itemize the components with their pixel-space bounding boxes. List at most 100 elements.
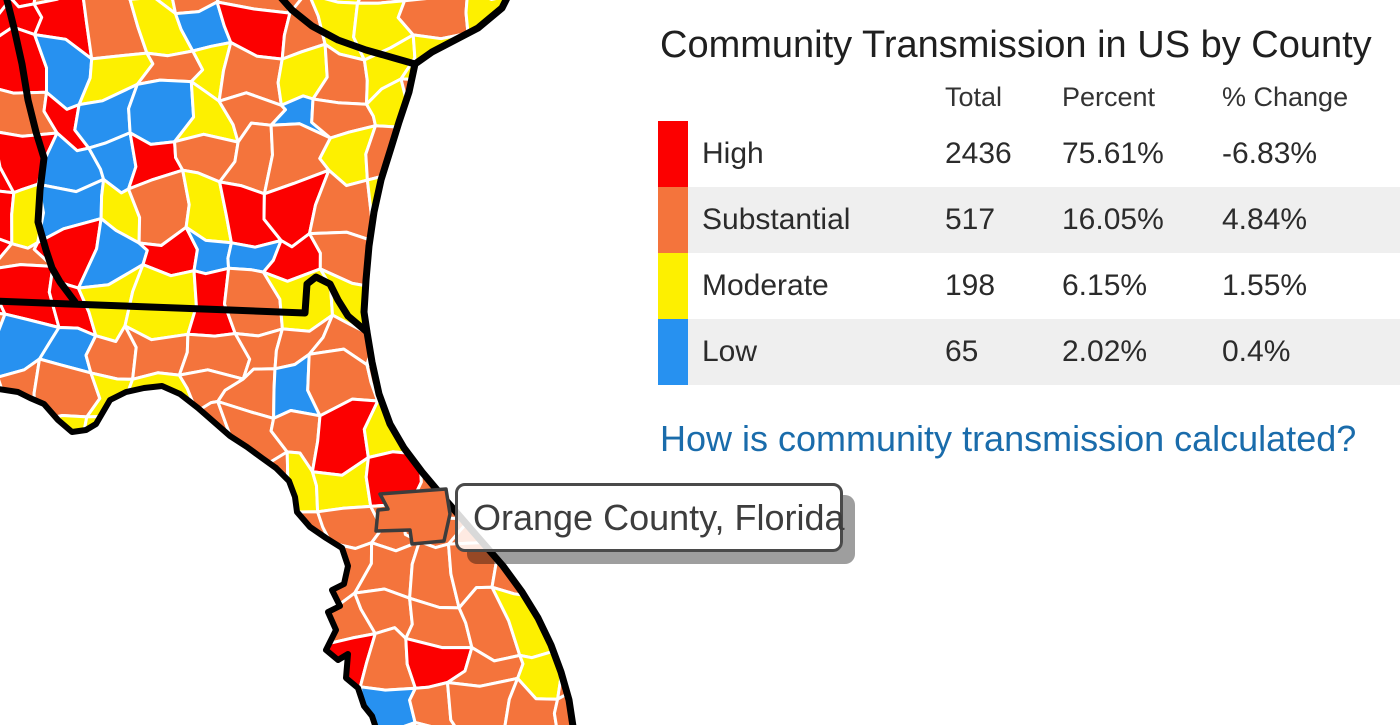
county[interactable] [448,223,513,280]
county[interactable] [497,322,561,372]
county[interactable] [694,556,749,600]
county[interactable] [537,400,590,474]
county[interactable] [173,646,243,697]
county[interactable] [538,312,620,366]
county[interactable] [0,453,56,522]
county[interactable] [224,679,270,725]
county[interactable] [0,420,53,468]
county[interactable] [0,402,5,468]
county[interactable] [586,214,652,290]
county[interactable] [220,636,279,695]
county[interactable] [636,592,694,649]
county[interactable] [449,267,508,332]
county[interactable] [573,0,642,51]
county[interactable] [454,192,514,236]
county[interactable] [358,685,417,725]
county[interactable] [544,277,609,329]
county[interactable] [636,694,691,725]
county[interactable] [586,279,652,324]
county[interactable] [412,146,460,200]
county[interactable] [0,643,2,682]
county[interactable] [497,213,561,286]
county[interactable] [444,358,511,419]
county[interactable] [46,630,99,688]
county[interactable] [0,648,61,688]
county[interactable] [541,38,605,89]
county[interactable] [510,124,564,196]
county[interactable] [45,449,97,522]
county[interactable] [275,541,337,615]
county[interactable] [88,680,143,725]
county[interactable] [594,189,644,232]
county[interactable] [173,583,234,657]
county[interactable] [84,625,145,702]
county[interactable] [590,357,642,427]
county[interactable] [408,681,471,725]
county[interactable] [448,124,520,205]
county[interactable] [550,180,610,234]
county[interactable] [124,407,199,470]
legend-row-high[interactable]: High 2436 75.61% -6.83% [658,121,1400,187]
county[interactable] [496,400,556,477]
county[interactable] [675,677,745,725]
county[interactable] [183,548,238,599]
county[interactable] [407,309,466,373]
county[interactable] [0,677,56,725]
county[interactable] [636,639,695,701]
county[interactable] [441,402,517,467]
county[interactable] [41,592,105,652]
county[interactable] [232,489,291,560]
county[interactable] [400,218,467,284]
county[interactable] [81,458,133,515]
county[interactable] [505,85,564,153]
county[interactable] [585,417,653,464]
county[interactable] [367,280,419,336]
county[interactable] [124,681,195,725]
county[interactable] [42,511,91,556]
county[interactable] [35,671,99,725]
county[interactable] [123,558,191,605]
county[interactable] [448,79,514,151]
county[interactable] [226,546,291,603]
county[interactable] [458,309,508,371]
county[interactable] [0,503,59,564]
county[interactable] [585,0,649,7]
county[interactable] [85,592,144,646]
county[interactable] [368,219,416,290]
county[interactable] [541,76,605,153]
county[interactable] [275,599,334,650]
county[interactable] [82,415,136,464]
county[interactable] [642,0,700,7]
county[interactable] [597,592,640,650]
county[interactable] [497,183,561,227]
county[interactable] [496,363,542,418]
legend-row-low[interactable]: Low 65 2.02% 0.4% [658,319,1400,385]
county[interactable] [169,461,251,511]
county[interactable] [594,542,644,610]
county[interactable] [182,496,240,562]
county[interactable] [446,676,520,725]
county[interactable] [400,358,462,422]
county[interactable] [609,314,645,372]
county[interactable] [591,84,658,142]
county[interactable] [690,0,744,3]
county[interactable] [412,173,467,236]
county[interactable] [676,634,745,700]
county[interactable] [42,543,102,611]
county[interactable] [87,552,139,605]
county[interactable] [503,28,557,104]
county[interactable] [0,586,61,661]
county[interactable] [591,135,658,198]
county[interactable] [549,135,603,191]
county[interactable] [412,402,456,468]
county[interactable] [543,221,594,293]
county[interactable] [124,498,192,570]
county[interactable] [502,676,560,725]
county[interactable] [81,504,139,570]
county[interactable] [587,682,652,725]
county[interactable] [119,453,186,513]
county[interactable] [531,348,612,429]
county[interactable] [123,591,191,655]
county[interactable] [508,0,558,50]
county[interactable] [585,38,632,105]
